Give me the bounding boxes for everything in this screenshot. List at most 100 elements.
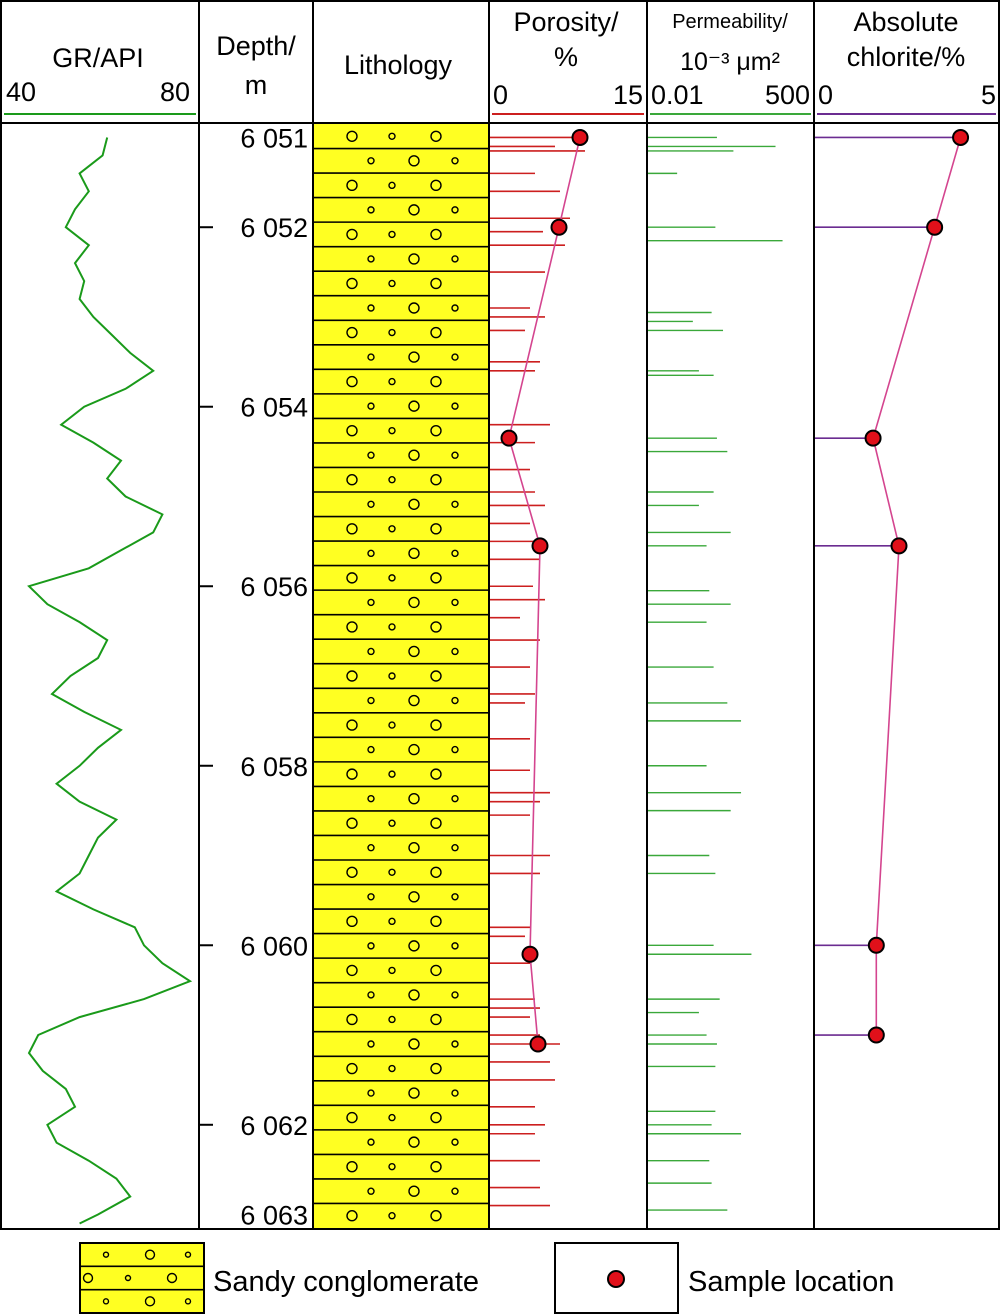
legend-swatch-grain [124,1274,132,1282]
lithology-grain [388,1212,396,1220]
lithology-title: Lithology [344,50,453,80]
lithology-grain [430,964,442,977]
lithology-grain [408,645,420,658]
legend-swatch-grain [102,1251,110,1258]
depth-tick-label: 6 054 [240,393,308,423]
lithology-grain [408,204,420,216]
lithology-grain [388,181,396,190]
lithology-grain [430,375,442,388]
lithology-grain [430,915,442,928]
porosity-sample-point [529,1035,547,1053]
porosity-sample-line [508,137,581,1045]
legend-sample-icon [607,1270,625,1288]
lithology-grain [430,1013,442,1026]
lithology-grain [430,1210,442,1222]
chlorite-sample-line [872,137,962,1035]
lithology-grain [367,206,375,214]
lithology-grain [408,351,420,363]
lithology-grain [388,1162,396,1171]
lithology-grain [451,696,459,705]
lithology-grain [430,621,442,633]
lithology-grain [367,500,375,508]
permeability-header: Permeability/ 10⁻³ μm² 0.01 500 [651,11,810,110]
lithology-grain [430,326,442,339]
lithology-grain [367,942,375,950]
porosity-title: Porosity/ [513,7,619,37]
lithology-grain [367,1138,375,1146]
lithology-grain [388,819,396,827]
lithology-grain [388,476,396,484]
permeability-bars [648,136,783,1211]
legend-swatch-grain [144,1296,156,1307]
lithology-grain [346,424,358,437]
lithology-grain [451,942,459,950]
lithology-grain [346,1013,358,1026]
depth-unit: m [245,70,268,100]
lithology-grain [408,891,420,903]
lithology-grain [451,1040,459,1048]
lithology-grain [346,817,358,829]
depth-header: Depth/ m [216,31,296,100]
legend: Sandy conglomerate Sample location [79,1242,894,1314]
lithology-grain [367,402,375,410]
lithology-grain [408,449,420,461]
lithology-grain [346,523,358,535]
lithology-grain [408,253,420,265]
lithology-grain [346,228,358,241]
lithology-grain [430,1111,442,1124]
lithology-grain [367,696,375,705]
lithology-grain [367,157,375,165]
chlorite-leaders [815,136,961,1036]
lithology-grain [388,230,396,239]
lithology-column [314,124,488,1228]
lithology-grain [408,1185,420,1197]
porosity-bars [490,136,585,1207]
depth-tick-label: 6 056 [240,572,308,602]
lithology-grain [451,1187,459,1195]
porosity-sample-point [571,128,589,146]
lithology-grain [408,743,420,756]
porosity-sample-point [531,537,549,555]
depth-tick-label: 6 058 [240,752,308,782]
chlorite-header: Absolute chlorite/% 0 5 [818,7,996,110]
chlorite-unit: chlorite/% [847,42,966,72]
lithology-grain [451,549,459,558]
lithology-grain [408,498,420,510]
permeability-unit: 10⁻³ μm² [680,48,780,76]
lithology-grain [346,326,358,339]
lithology-grain [388,623,396,631]
depth-tick-label: 6 063 [240,1201,308,1231]
lithology-grain [408,400,420,412]
lithology-grain [451,255,459,263]
lithology-grain [430,474,442,486]
permeability-min-label: 0.01 [651,80,704,110]
lithology-grain [388,328,396,337]
lithology-grain [388,1015,396,1024]
chlorite-sample-point [890,537,908,555]
lithology-grain [367,1187,375,1195]
lithology-grain [430,572,442,584]
lithology-grain [346,915,358,928]
lithology-grain [408,155,420,167]
legend-swatch-grain [184,1251,192,1258]
lithology-grain [346,572,358,584]
chlorite-sample-point [864,429,882,447]
lithology-grain [388,672,396,680]
lithology-grain [388,377,396,386]
legend-swatch-grain [184,1298,192,1305]
lithology-grain [388,279,396,288]
lithology-grain [388,426,396,435]
lithology-grain [430,866,442,878]
porosity-sample-point [550,218,568,236]
lithology-grain [451,1089,459,1097]
lithology-grain [346,719,358,731]
lithology-grain [451,1138,459,1146]
lithology-grain [408,1087,420,1099]
lithology-grain [430,1160,442,1173]
lithology-grain [408,1136,420,1148]
lithology-grain [430,179,442,192]
chlorite-sample-point [867,936,885,954]
lithology-grain [451,451,459,459]
porosity-min-label: 0 [493,80,508,110]
lithology-grain [408,1038,420,1050]
